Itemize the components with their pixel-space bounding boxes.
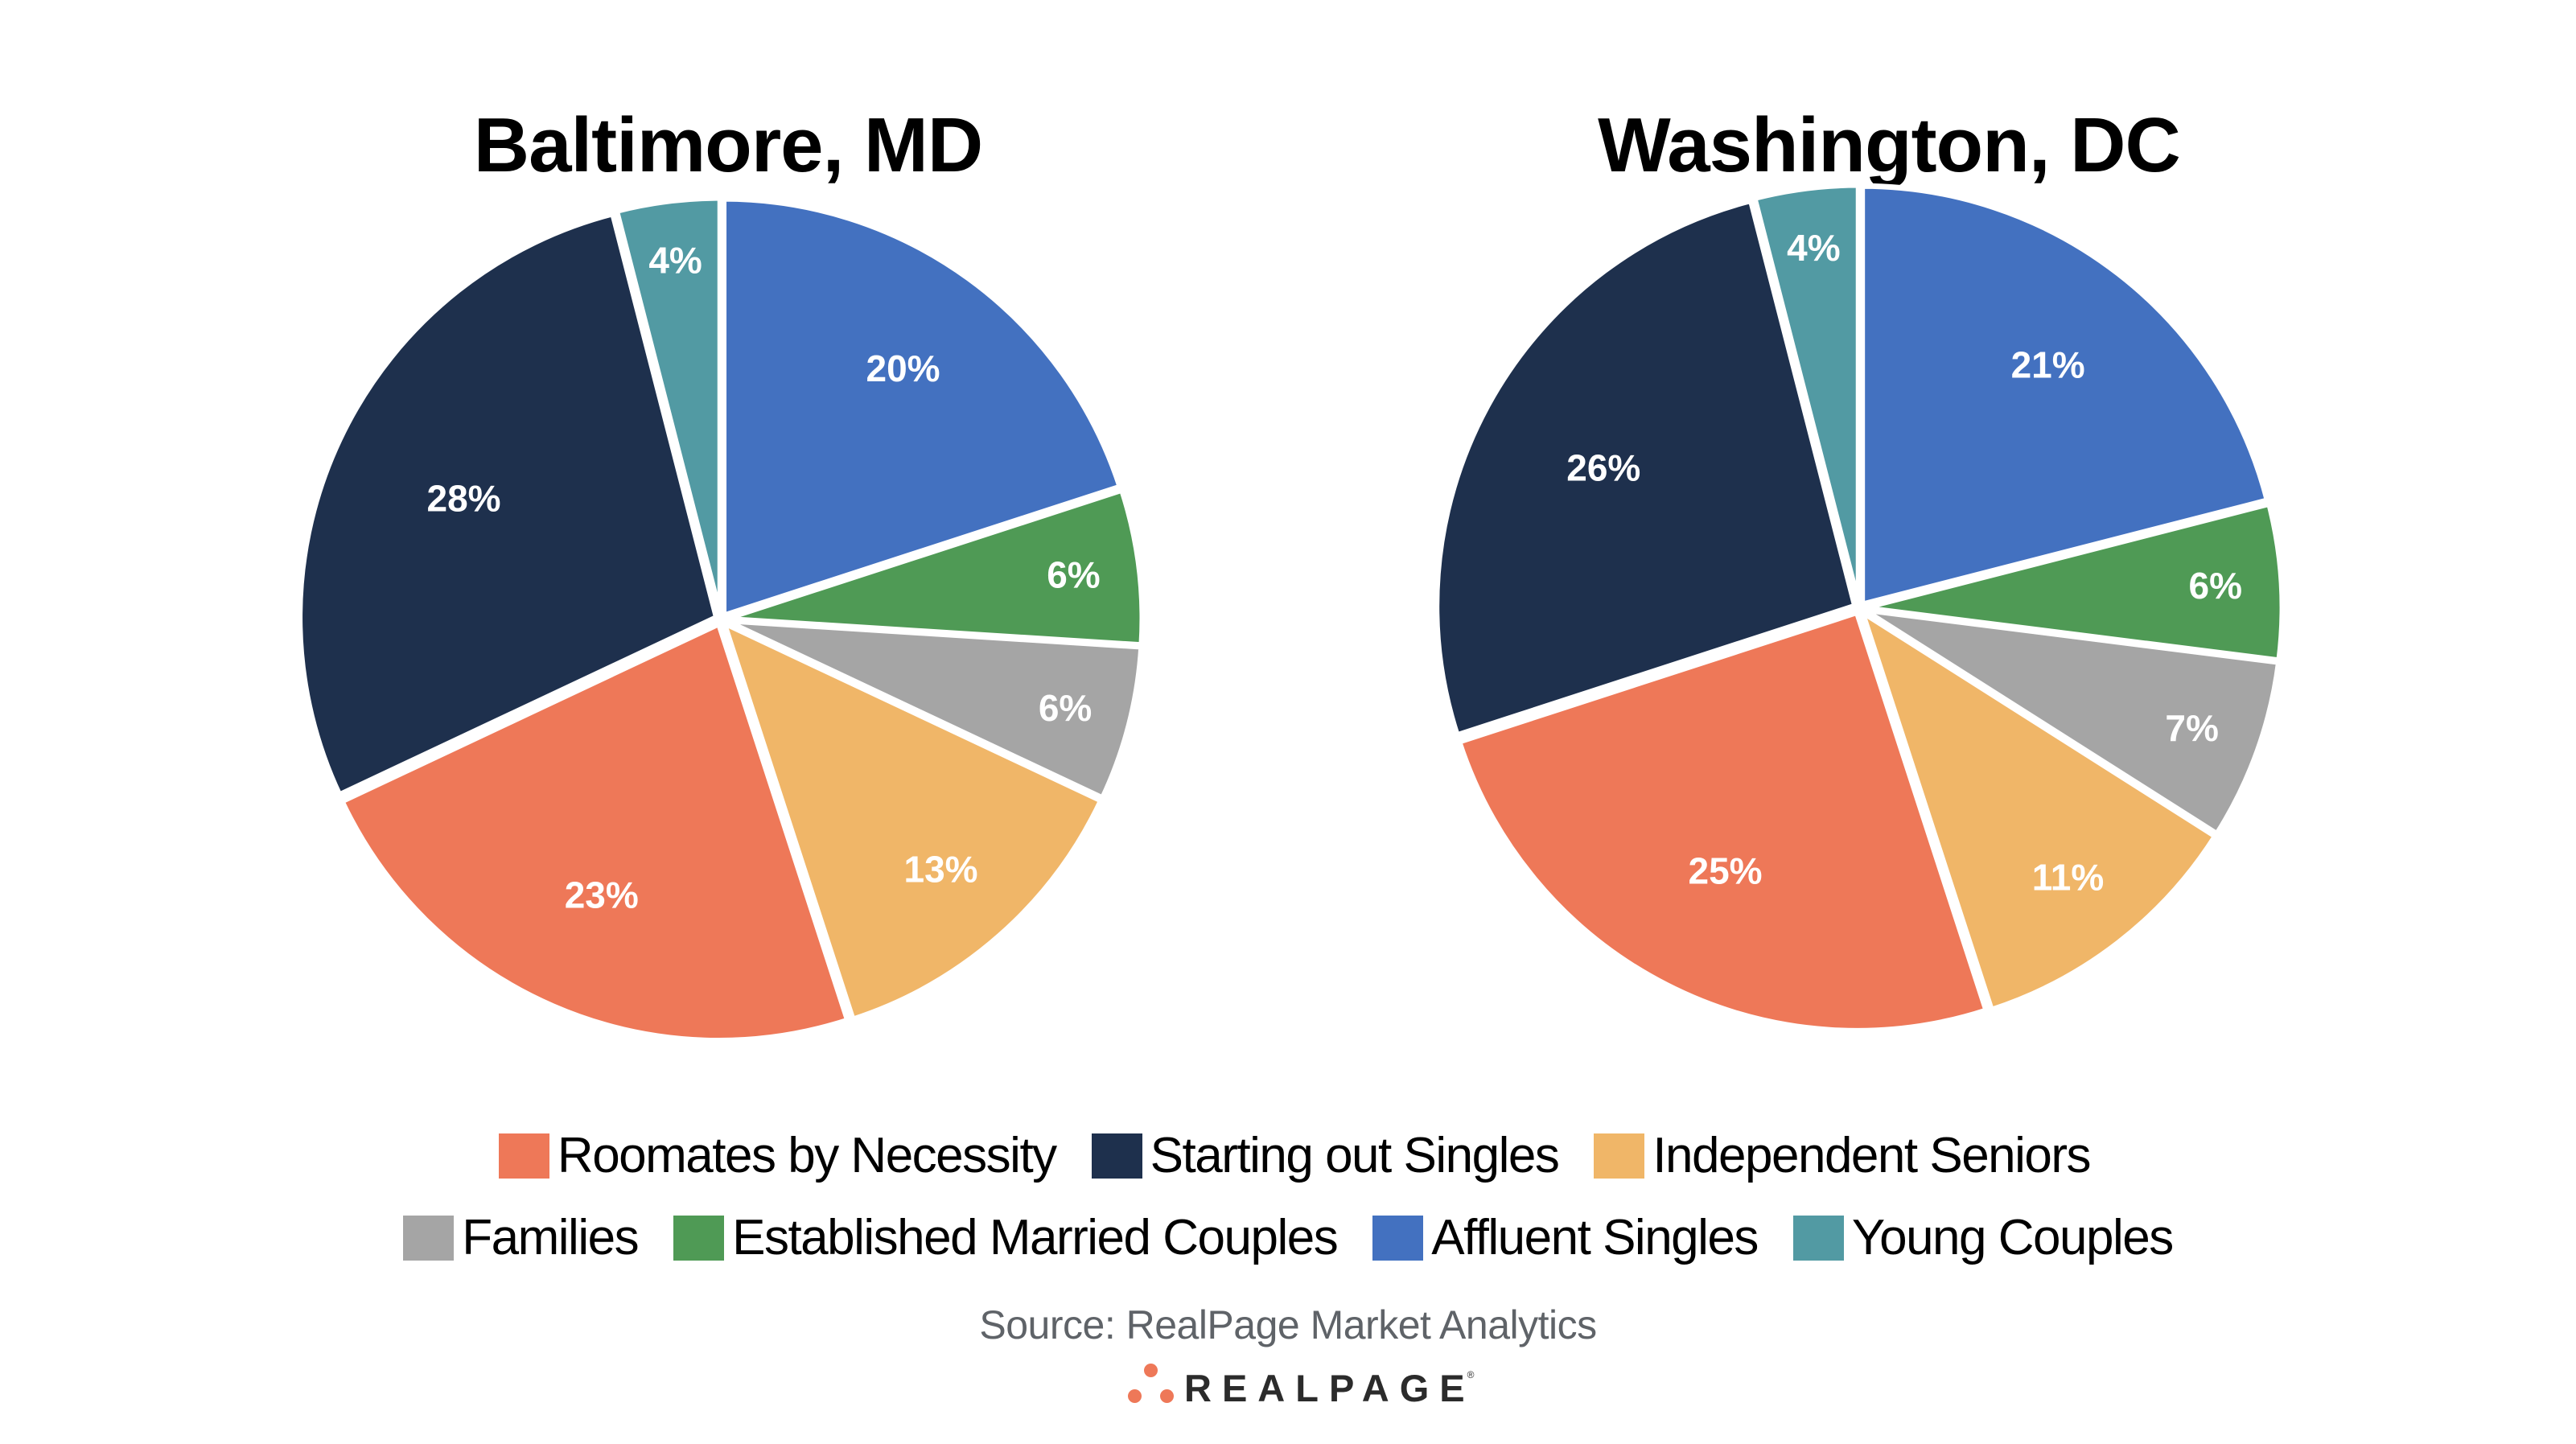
pie-slice-young-couples — [613, 195, 723, 618]
legend-label: Families — [462, 1210, 639, 1265]
data-label-established-married-couples: 6% — [2189, 565, 2242, 607]
data-label-starting-out-singles: 26% — [1566, 446, 1640, 488]
legend-label: Starting out Singles — [1150, 1128, 1560, 1183]
legend-label: Young Couples — [1851, 1210, 2174, 1265]
data-label-affluent-singles: 20% — [866, 348, 940, 389]
chart-title-baltimore: Baltimore, MD — [473, 102, 983, 188]
source-note: Source: RealPage Market Analytics — [979, 1302, 1597, 1347]
legend-swatch — [673, 1216, 725, 1261]
legend-label: Affluent Singles — [1431, 1210, 1759, 1265]
data-label-roomates-by-necessity: 25% — [1689, 850, 1763, 892]
data-label-starting-out-singles: 28% — [426, 478, 500, 520]
legend-label: Established Married Couples — [732, 1210, 1339, 1265]
legend-swatch — [403, 1216, 455, 1261]
pie-slice-established-married-couples — [722, 487, 1146, 648]
pie-slice-young-couples — [1751, 182, 1862, 607]
data-label-young-couples: 4% — [1787, 227, 1840, 269]
pie-slice-affluent-singles — [1859, 183, 2270, 607]
legend-swatch — [1594, 1133, 1645, 1179]
legend-swatch — [1792, 1216, 1844, 1261]
registered-mark: ® — [1467, 1369, 1475, 1380]
logo-dot — [1160, 1389, 1174, 1403]
pie-slice-families — [1861, 607, 2282, 837]
data-label-roomates-by-necessity: 23% — [565, 874, 639, 916]
pie-slice-independent-seniors — [721, 620, 1105, 1022]
legend-item-established-married-couples: Established Married Couples — [673, 1210, 1339, 1266]
data-label-independent-seniors: 13% — [904, 848, 978, 890]
legend-item-starting-out-singles: Starting out Singles — [1091, 1128, 1560, 1184]
legend-item-families: Families — [403, 1210, 640, 1266]
pie-slice-established-married-couples — [1861, 500, 2286, 664]
logo-wordmark: REALPAGE — [1184, 1366, 1475, 1409]
pie-baltimore: 20% 6% 6% 13% 23% 28% 4% — [297, 195, 1146, 1043]
legend-row-1: Roomates by Necessity Starting out Singl… — [0, 1128, 2576, 1184]
legend-item-affluent-singles: Affluent Singles — [1372, 1210, 1759, 1266]
legend-swatch — [1372, 1216, 1424, 1261]
pie-slice-affluent-singles — [721, 195, 1123, 619]
legend-row-2: Families Established Married Couples Aff… — [0, 1210, 2576, 1266]
logo-dots-icon — [1128, 1364, 1179, 1412]
legend-label: Independent Seniors — [1652, 1128, 2091, 1183]
data-label-affluent-singles: 21% — [2011, 344, 2085, 386]
logo-dot — [1128, 1389, 1142, 1403]
pie-washington: 21% 6% 7% 11% 25% 26% 4% — [1434, 182, 2286, 1034]
pie-slice-starting-out-singles — [297, 211, 720, 798]
pie-slice-families — [722, 617, 1145, 801]
data-label-established-married-couples: 6% — [1047, 554, 1100, 596]
legend-swatch — [1091, 1133, 1142, 1179]
pie-slice-starting-out-singles — [1434, 197, 1858, 738]
legend-item-young-couples: Young Couples — [1792, 1210, 2174, 1266]
legend-item-roomates-by-necessity: Roomates by Necessity — [498, 1128, 1057, 1184]
legend-item-independent-seniors: Independent Seniors — [1594, 1128, 2092, 1184]
data-label-independent-seniors: 11% — [2032, 857, 2105, 899]
data-label-young-couples: 4% — [648, 240, 702, 282]
legend-swatch — [498, 1133, 549, 1179]
realpage-logo: REALPAGE ® — [1128, 1364, 1483, 1412]
pie-slice-roomates-by-necessity — [339, 621, 851, 1043]
legend-label: Roomates by Necessity — [557, 1128, 1057, 1183]
chart-title-washington: Washington, DC — [1598, 102, 2181, 188]
logo-dot — [1144, 1364, 1158, 1377]
pie-charts: 20% 6% 6% 13% 23% 28% 4% 21% 6% 7% 11% 25% 26% 4% — [297, 182, 2286, 1043]
pie-slice-roomates-by-necessity — [1456, 609, 1990, 1034]
data-label-families: 7% — [2165, 707, 2218, 749]
pie-slice-independent-seniors — [1859, 609, 2219, 1013]
data-label-families: 6% — [1039, 687, 1092, 729]
